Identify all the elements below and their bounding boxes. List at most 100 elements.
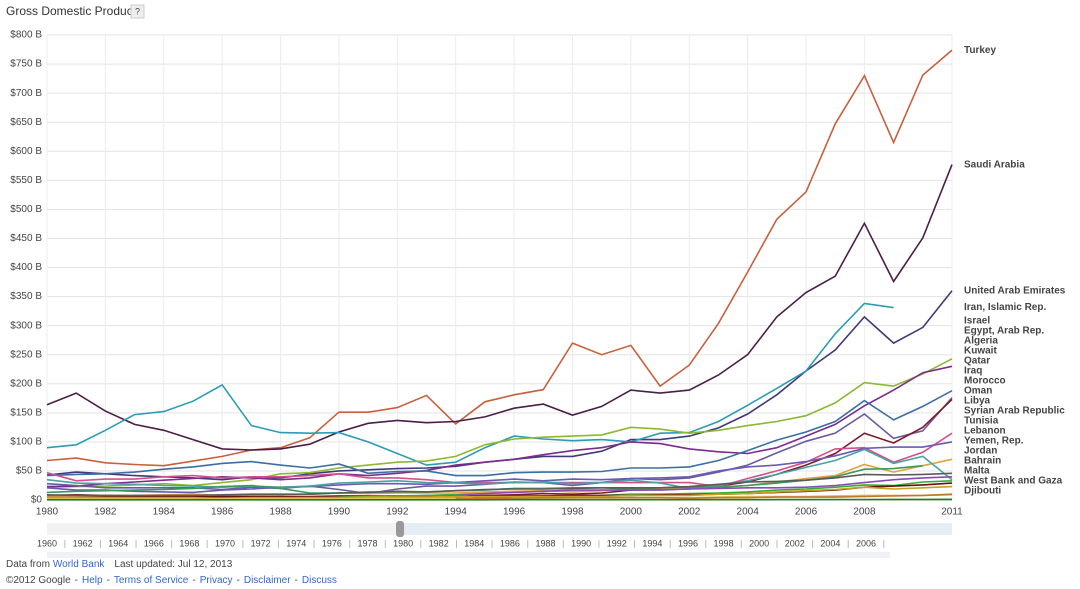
- legend-label[interactable]: Libya: [964, 396, 991, 407]
- x-tick-label: 1998: [561, 507, 584, 518]
- x-tick-label: 1990: [328, 507, 351, 518]
- timeline-label: 1998: [714, 538, 734, 548]
- x-tick-label: 1994: [445, 507, 468, 518]
- footer-link[interactable]: Discuss: [302, 575, 337, 586]
- timeline-label: 1994: [642, 538, 662, 548]
- x-tick-label: 1996: [503, 507, 526, 518]
- timeline-label: 1986: [500, 538, 520, 548]
- timeline-range[interactable]: [400, 523, 952, 535]
- timeline-label: 1978: [357, 538, 377, 548]
- legend-label[interactable]: Algeria: [964, 336, 998, 347]
- legend-label[interactable]: Israel: [964, 316, 990, 327]
- timeline-label: 1966: [144, 538, 164, 548]
- footer-link[interactable]: Help: [82, 575, 103, 586]
- legend-label[interactable]: Iraq: [964, 366, 982, 377]
- timeline-label: 2000: [749, 538, 769, 548]
- x-tick-label: 1984: [153, 507, 176, 518]
- last-updated: Last updated: Jul 12, 2013: [114, 559, 232, 570]
- info-button[interactable]: [130, 4, 145, 19]
- legend-label[interactable]: Morocco: [964, 376, 1006, 387]
- legend-label[interactable]: Egypt, Arab Rep.: [964, 326, 1044, 337]
- footer-link[interactable]: Disclaimer: [244, 575, 291, 586]
- series-line: [46, 302, 894, 466]
- timeline-label: 2002: [785, 538, 805, 548]
- y-tick-label: $200 B: [10, 378, 42, 389]
- series-line: [338, 480, 953, 499]
- series-line: [455, 493, 953, 500]
- legend-label[interactable]: Tunisia: [964, 416, 999, 427]
- y-tick-label: $500 B: [10, 204, 42, 215]
- legend-label[interactable]: Bahrain: [964, 456, 1001, 467]
- x-tick-label: 1982: [94, 507, 117, 518]
- legend-label[interactable]: Lebanon: [964, 426, 1006, 437]
- y-tick-label: $800 B: [10, 30, 42, 41]
- timeline-label: 2006: [856, 538, 876, 548]
- legend-label[interactable]: Oman: [964, 386, 992, 397]
- y-tick-label: $650 B: [10, 117, 42, 128]
- timeline-label: 1970: [215, 538, 235, 548]
- timeline-label: 1982: [429, 538, 449, 548]
- timeline-label: 1992: [607, 538, 627, 548]
- copyright: ©2012 Google: [6, 575, 71, 586]
- series-line: [46, 358, 953, 488]
- legend-label[interactable]: Turkey: [964, 45, 996, 56]
- series-line: [46, 448, 953, 490]
- series-line: [46, 472, 953, 497]
- y-tick-label: $750 B: [10, 59, 42, 70]
- timeline-handle[interactable]: [396, 521, 404, 537]
- footer-links: ©2012 Google - Help - Terms of Service - Priva…: [6, 575, 337, 586]
- legend-label[interactable]: Djibouti: [964, 486, 1001, 497]
- timeline-label: 1988: [536, 538, 556, 548]
- legend-label[interactable]: Syrian Arab Republic: [964, 406, 1065, 417]
- separator: -: [192, 575, 195, 586]
- y-tick-label: $350 B: [10, 291, 42, 302]
- series-line: [47, 498, 953, 501]
- y-tick-label: $300 B: [10, 320, 42, 331]
- series-line: [46, 290, 953, 481]
- separator: -: [75, 575, 78, 586]
- legend-label[interactable]: Kuwait: [964, 346, 997, 357]
- legend-label[interactable]: West Bank and Gaza: [964, 476, 1063, 487]
- timeline-label: 1996: [678, 538, 698, 548]
- legend-label[interactable]: Qatar: [964, 356, 990, 367]
- legend-label[interactable]: Jordan: [964, 446, 997, 457]
- y-tick-label: $100 B: [10, 437, 42, 448]
- footer-link[interactable]: Terms of Service: [114, 575, 189, 586]
- x-tick-label: 2011: [941, 507, 963, 518]
- legend-label[interactable]: Saudi Arabia: [964, 159, 1025, 170]
- footer-source: Data from World Bank Last updated: Jul 12,…: [6, 559, 233, 570]
- chart-title: Gross Domestic Product: [6, 4, 137, 18]
- timeline-fade: [47, 552, 890, 558]
- legend-label[interactable]: Yemen, Rep.: [964, 436, 1024, 447]
- timeline-label: 2004: [820, 538, 840, 548]
- x-tick-label: 2002: [678, 507, 701, 518]
- timeline-label: 1974: [286, 538, 306, 548]
- timeline-label: 1972: [251, 538, 271, 548]
- timeline-label: 1968: [179, 538, 199, 548]
- timeline-label: 1960: [37, 538, 57, 548]
- x-tick-label: 1992: [386, 507, 409, 518]
- legend-label[interactable]: United Arab Emirates: [964, 285, 1066, 296]
- source-link[interactable]: World Bank: [53, 559, 106, 570]
- timeline-label: 1964: [108, 538, 128, 548]
- x-tick-label: 1988: [269, 507, 292, 518]
- y-tick-label: $600 B: [10, 146, 42, 157]
- legend-label[interactable]: Iran, Islamic Rep.: [964, 302, 1046, 313]
- separator: -: [237, 575, 240, 586]
- separator: -: [295, 575, 298, 586]
- series-line: [46, 164, 953, 451]
- x-tick-label: 2008: [853, 507, 876, 518]
- series-line: [46, 365, 953, 488]
- series-line: [46, 49, 953, 467]
- x-tick-label: 1986: [211, 507, 234, 518]
- legend-label[interactable]: Malta: [964, 466, 990, 477]
- x-tick-label: 1980: [36, 507, 59, 518]
- y-tick-label: $400 B: [10, 262, 42, 273]
- timeline-label: 1962: [73, 538, 93, 548]
- separator: -: [107, 575, 110, 586]
- y-tick-label: $250 B: [10, 349, 42, 360]
- y-tick-label: $450 B: [10, 233, 42, 244]
- footer-link[interactable]: Privacy: [200, 575, 233, 586]
- info-button-label[interactable]: ?: [135, 6, 140, 16]
